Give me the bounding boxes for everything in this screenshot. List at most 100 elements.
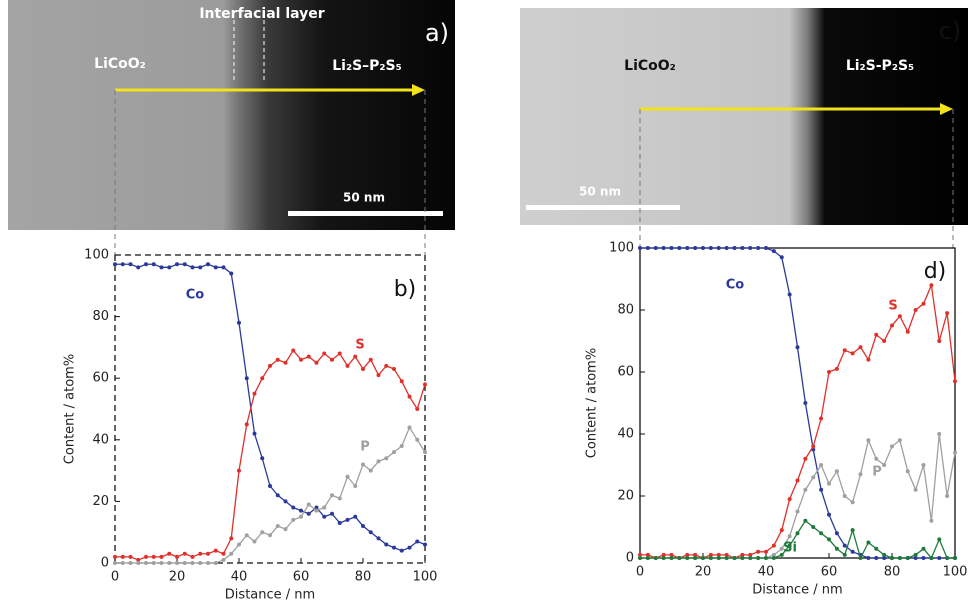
data-point [337, 496, 342, 501]
data-point [953, 379, 957, 384]
data-point [337, 351, 342, 356]
data-point [136, 561, 141, 565]
y-tick-label: 100 [84, 248, 109, 263]
data-point [850, 351, 855, 356]
data-point [921, 556, 926, 560]
data-point [677, 556, 682, 560]
data-point [120, 561, 125, 565]
y-tick-label: 80 [617, 303, 634, 318]
x-tick-label: 20 [695, 565, 712, 580]
data-point [283, 527, 288, 532]
data-point [834, 366, 839, 371]
data-point [827, 537, 831, 542]
data-point [771, 552, 776, 557]
y-tick-label: 60 [92, 371, 109, 386]
data-point [198, 265, 203, 270]
series-label: Si [783, 541, 797, 556]
data-point [330, 493, 334, 498]
data-point [787, 534, 792, 539]
data-point [306, 354, 311, 359]
data-point [345, 517, 350, 522]
data-point [206, 262, 210, 267]
data-point [159, 554, 164, 559]
data-point [237, 468, 241, 473]
data-point [905, 556, 910, 560]
data-point [368, 530, 373, 535]
data-point [175, 561, 179, 565]
data-point [890, 444, 894, 449]
data-point [167, 551, 172, 556]
data-point [120, 262, 125, 267]
data-point [811, 444, 816, 449]
data-point [638, 556, 642, 560]
data-point [661, 552, 666, 557]
data-point [913, 552, 918, 557]
y-tick-label: 80 [92, 309, 109, 324]
x-tick-label: 40 [758, 565, 775, 580]
data-point [330, 357, 334, 362]
data-point [661, 556, 666, 560]
data-point [771, 543, 776, 548]
y-tick-label: 0 [101, 556, 109, 571]
data-point [953, 556, 957, 560]
data-point [361, 524, 365, 529]
y-axis-label: Content / atom% [63, 354, 78, 464]
data-point [252, 391, 257, 396]
data-point [866, 540, 871, 545]
data-point [850, 528, 855, 533]
data-point [732, 246, 737, 250]
data-point [795, 531, 800, 536]
data-point [937, 556, 942, 560]
data-point [638, 246, 642, 250]
series-label: Co [726, 278, 745, 293]
y-tick-label: 60 [617, 365, 634, 380]
data-point [897, 438, 902, 443]
data-point [260, 456, 265, 461]
x-tick-label: 40 [231, 570, 248, 585]
data-point [882, 556, 887, 560]
data-point [874, 556, 879, 560]
region-label: LiCoO₂ [624, 58, 676, 74]
region-label: LiCoO₂ [94, 56, 146, 72]
x-tick-label: 80 [884, 565, 901, 580]
connector-lines [114, 90, 954, 255]
data-point [921, 463, 926, 467]
data-point [268, 363, 272, 368]
data-point [921, 546, 926, 551]
data-point [206, 551, 210, 556]
data-point [244, 422, 249, 427]
data-point [198, 551, 203, 556]
data-point [322, 351, 327, 356]
data-point [669, 246, 674, 250]
data-point [353, 484, 358, 488]
data-point [275, 493, 280, 498]
data-point [850, 500, 855, 505]
data-point [890, 556, 894, 560]
y-tick-label: 40 [617, 427, 634, 442]
data-point [858, 472, 863, 477]
data-point [779, 255, 784, 260]
data-point [716, 556, 721, 560]
data-point [819, 416, 824, 421]
data-point [252, 539, 257, 544]
data-point [229, 551, 234, 556]
data-point [866, 556, 871, 560]
data-point [771, 249, 776, 254]
panel-label: a) [425, 19, 449, 47]
plot-frame [114, 254, 426, 564]
data-point [827, 512, 831, 517]
data-point [415, 539, 420, 544]
data-point [819, 531, 824, 536]
data-point [693, 552, 698, 557]
data-point [764, 246, 768, 250]
panel-label: d) [924, 259, 947, 284]
data-point [190, 561, 195, 565]
data-point [182, 551, 187, 556]
data-point [905, 329, 910, 334]
series-label: S [888, 299, 897, 314]
data-point [275, 357, 280, 362]
data-point [361, 366, 365, 371]
data-point [330, 511, 334, 516]
data-point [423, 542, 427, 547]
